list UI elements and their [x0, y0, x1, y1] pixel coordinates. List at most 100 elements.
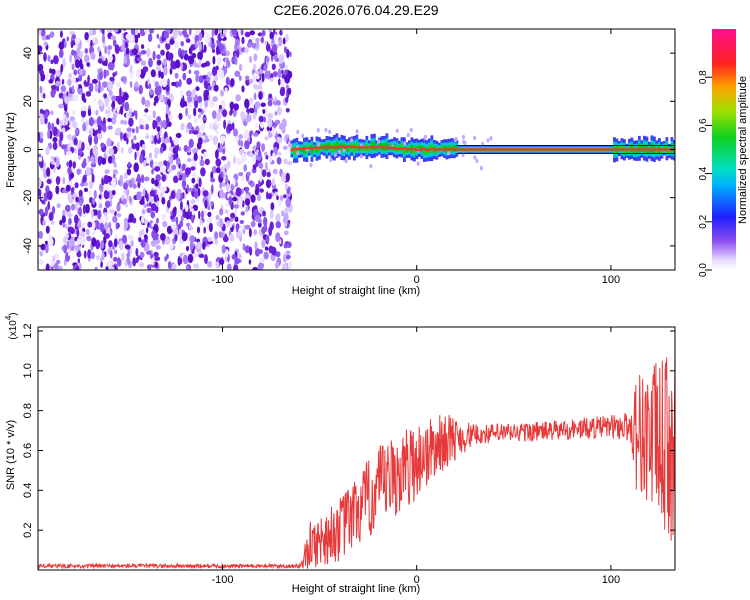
noise-speckle [140, 29, 146, 37]
stray-speckle [462, 139, 466, 145]
noise-speckle [258, 162, 264, 169]
noise-speckle [71, 63, 75, 70]
noise-speckle [220, 135, 226, 142]
noise-speckle [180, 89, 184, 100]
noise-speckle [88, 82, 94, 93]
noise-speckle [43, 41, 48, 47]
noise-speckle [108, 90, 113, 96]
noise-speckle [202, 241, 206, 250]
noise-speckle [93, 98, 96, 103]
noise-speckle [77, 220, 82, 229]
noise-speckle [252, 112, 257, 120]
noise-speckle [97, 46, 101, 53]
noise-speckle [108, 221, 112, 229]
noise-speckle [174, 40, 179, 49]
noise-speckle [148, 198, 154, 203]
noise-speckle [63, 104, 68, 112]
noise-speckle [149, 152, 152, 159]
noise-speckle [38, 178, 42, 187]
noise-speckle [108, 147, 114, 156]
stray-speckle [409, 127, 413, 133]
noise-speckle [132, 183, 137, 189]
noise-speckle [111, 157, 115, 164]
noise-speckle [178, 239, 182, 246]
noise-speckle [268, 129, 271, 139]
stray-speckle [489, 136, 493, 141]
noise-speckle [244, 224, 251, 230]
noise-speckle [74, 228, 77, 235]
noise-speckle [120, 147, 124, 154]
noise-speckle [153, 134, 157, 145]
noise-speckle [60, 144, 67, 150]
noise-speckle [39, 117, 45, 125]
noise-speckle [109, 198, 113, 208]
noise-speckle [87, 74, 90, 84]
noise-speckle [45, 71, 49, 82]
noise-speckle [238, 133, 243, 140]
noise-speckle [249, 131, 253, 137]
noise-speckle [214, 74, 219, 82]
noise-speckle [51, 160, 56, 165]
noise-speckle [112, 39, 117, 47]
figure-title: C2E6.2026.076.04.29.E29 [273, 2, 438, 18]
noise-speckle [48, 33, 53, 38]
noise-speckle [124, 41, 129, 49]
stray-speckle [454, 137, 458, 142]
noise-speckle [57, 265, 63, 270]
noise-speckle [110, 117, 117, 125]
noise-speckle [231, 254, 236, 260]
x-tick-label: 0 [414, 574, 420, 586]
noise-speckle [184, 204, 189, 213]
noise-speckle [233, 103, 239, 111]
noise-speckle [138, 84, 143, 95]
noise-speckle [274, 95, 277, 103]
noise-speckle [133, 162, 139, 173]
noise-speckle [256, 141, 261, 149]
noise-speckle [254, 101, 261, 109]
noise-speckle [199, 159, 205, 167]
noise-speckle [86, 235, 92, 242]
noise-speckle [85, 203, 90, 214]
noise-speckle [116, 203, 121, 212]
noise-speckle [139, 154, 144, 164]
ridge-band-inner [345, 145, 349, 152]
y-tick-label: 1.0 [22, 363, 34, 378]
ridge-band-inner [638, 143, 641, 153]
noise-speckle [100, 240, 105, 250]
noise-speckle [95, 239, 101, 250]
noise-speckle [283, 46, 288, 54]
noise-speckle [156, 54, 161, 60]
noise-speckle [249, 30, 255, 36]
noise-speckle [252, 145, 257, 151]
noise-speckle [75, 82, 79, 90]
noise-speckle [54, 253, 60, 260]
noise-speckle [124, 101, 130, 112]
noise-speckle [105, 148, 109, 155]
noise-speckle [272, 128, 277, 137]
noise-speckle [157, 44, 161, 49]
noise-speckle [268, 93, 273, 99]
noise-speckle [128, 179, 133, 189]
ridge-band-inner [373, 141, 376, 150]
noise-speckle [225, 177, 229, 183]
noise-speckle [150, 69, 156, 78]
noise-speckle [198, 154, 202, 162]
noise-speckle [181, 232, 188, 242]
noise-speckle [93, 190, 97, 199]
noise-speckle [215, 214, 220, 220]
colorbar-tick-label: 0.4 [698, 166, 709, 180]
noise-speckle [234, 257, 241, 265]
noise-speckle [50, 59, 54, 65]
noise-speckle [77, 258, 81, 264]
noise-speckle [101, 252, 105, 261]
noise-speckle [95, 255, 100, 260]
noise-speckle [248, 78, 253, 84]
stray-speckle [486, 138, 490, 143]
noise-speckle [88, 137, 92, 146]
noise-speckle [91, 78, 98, 84]
noise-speckle [195, 74, 200, 83]
ridge-band-inner [423, 146, 426, 155]
noise-speckle [224, 87, 228, 92]
colorbar-label: Normalized spectral amplitude [737, 76, 749, 224]
noise-speckle [185, 90, 192, 97]
